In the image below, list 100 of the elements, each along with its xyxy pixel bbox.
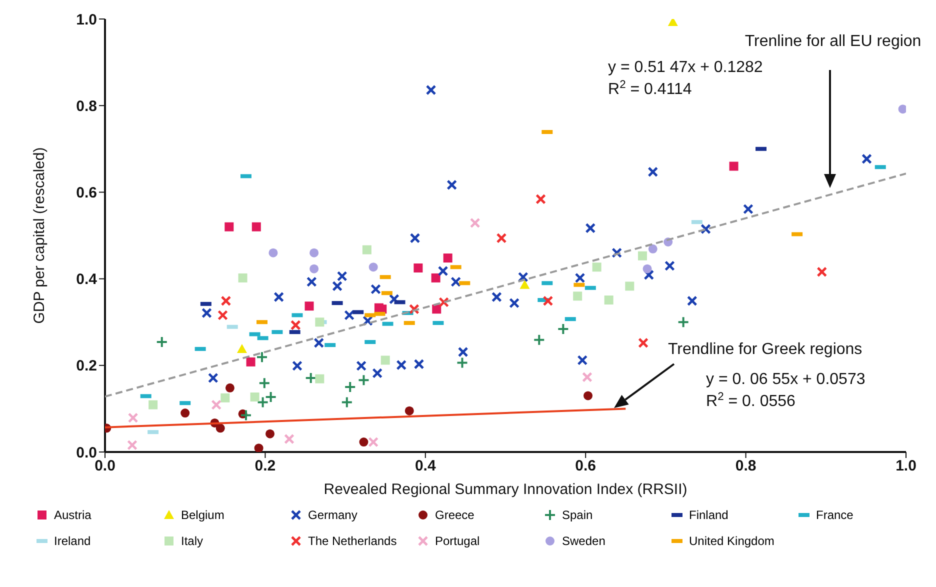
- point: [236, 344, 247, 353]
- legend-label: France: [816, 508, 854, 522]
- point: [290, 320, 301, 330]
- point: [292, 360, 302, 372]
- point: [220, 393, 230, 402]
- point: [396, 360, 407, 370]
- point: [410, 232, 420, 244]
- point: [584, 391, 593, 400]
- point: [431, 273, 440, 282]
- point: [388, 294, 400, 304]
- point: [304, 302, 314, 311]
- point: [862, 154, 872, 164]
- legend-label: Austria: [54, 508, 92, 522]
- point: [536, 194, 546, 204]
- legend-label: Ireland: [54, 534, 91, 548]
- annotation: Trenline for all EU region: [744, 33, 922, 50]
- point: [310, 248, 319, 258]
- point: [252, 222, 261, 232]
- x-tick-label: 1.0: [896, 458, 916, 475]
- point: [520, 280, 530, 289]
- point: [336, 271, 348, 282]
- point: [380, 356, 390, 365]
- annotation: y = 0. 06 55x + 0.0573: [706, 371, 866, 388]
- y-tick-label: 1.0: [76, 11, 97, 28]
- point: [224, 222, 234, 232]
- point: [258, 377, 270, 390]
- point: [729, 162, 738, 171]
- point: [340, 396, 353, 408]
- x-tick-label: 0.8: [735, 458, 756, 475]
- point: [700, 224, 711, 234]
- point: [240, 409, 252, 422]
- point: [180, 408, 190, 418]
- point: [368, 436, 379, 448]
- point: [306, 276, 317, 288]
- point: [414, 358, 424, 370]
- point: [315, 318, 324, 327]
- point: [202, 308, 212, 318]
- point: [470, 218, 480, 228]
- legend-label: Greece: [435, 508, 474, 522]
- point: [256, 396, 269, 408]
- point: [577, 355, 588, 366]
- point: [356, 360, 367, 372]
- y-tick-label: 0.0: [76, 444, 97, 462]
- point: [408, 304, 420, 314]
- y-tick-label: 0.8: [76, 98, 97, 115]
- point: [898, 104, 906, 114]
- point: [686, 296, 698, 306]
- point: [238, 273, 248, 282]
- point: [638, 251, 647, 260]
- point: [612, 248, 622, 258]
- x-tick-label: 0.6: [575, 458, 596, 475]
- point: [359, 438, 368, 447]
- point: [557, 323, 570, 336]
- point: [268, 248, 278, 258]
- point: [446, 180, 458, 190]
- point: [156, 336, 168, 348]
- point: [211, 400, 222, 410]
- point: [266, 429, 275, 438]
- point: [368, 262, 378, 272]
- y-axis-title: GDP per capital (rescaled): [31, 147, 48, 324]
- annotation: R$^{2}$ = 0.4114: [608, 79, 692, 98]
- point: [254, 444, 264, 452]
- point: [208, 372, 218, 384]
- point: [250, 392, 260, 402]
- x-tick-label: 0.2: [254, 458, 276, 475]
- point: [648, 166, 658, 178]
- point: [743, 204, 754, 214]
- point: [362, 316, 373, 326]
- point: [458, 346, 468, 358]
- point: [496, 232, 507, 244]
- point: [414, 263, 423, 272]
- point: [542, 296, 554, 306]
- point: [438, 296, 450, 308]
- x-tick-label: 0.0: [94, 458, 116, 475]
- point: [304, 372, 317, 384]
- point: [310, 264, 319, 274]
- point: [518, 272, 528, 282]
- legend-label: Spain: [562, 508, 593, 522]
- legend-label: Portugal: [435, 534, 480, 548]
- legend-label: Belgium: [181, 508, 224, 522]
- point: [648, 244, 658, 254]
- point: [225, 383, 234, 392]
- point: [668, 19, 678, 26]
- point: [370, 284, 381, 294]
- point: [438, 266, 448, 276]
- point: [644, 270, 654, 280]
- y-tick-label: 0.2: [76, 358, 97, 375]
- point: [426, 84, 436, 96]
- point: [582, 372, 592, 382]
- legend-label: Italy: [181, 534, 204, 548]
- point: [332, 280, 342, 292]
- point: [362, 245, 372, 254]
- annotation: Trendline for Greek regions: [668, 341, 862, 358]
- x-axis-title: Revealed Regional Summary Innovation Index (RRSII): [324, 481, 688, 498]
- point: [574, 272, 586, 284]
- point: [638, 338, 648, 348]
- point: [816, 266, 828, 278]
- point: [127, 440, 138, 450]
- point: [450, 276, 462, 288]
- point: [664, 260, 675, 272]
